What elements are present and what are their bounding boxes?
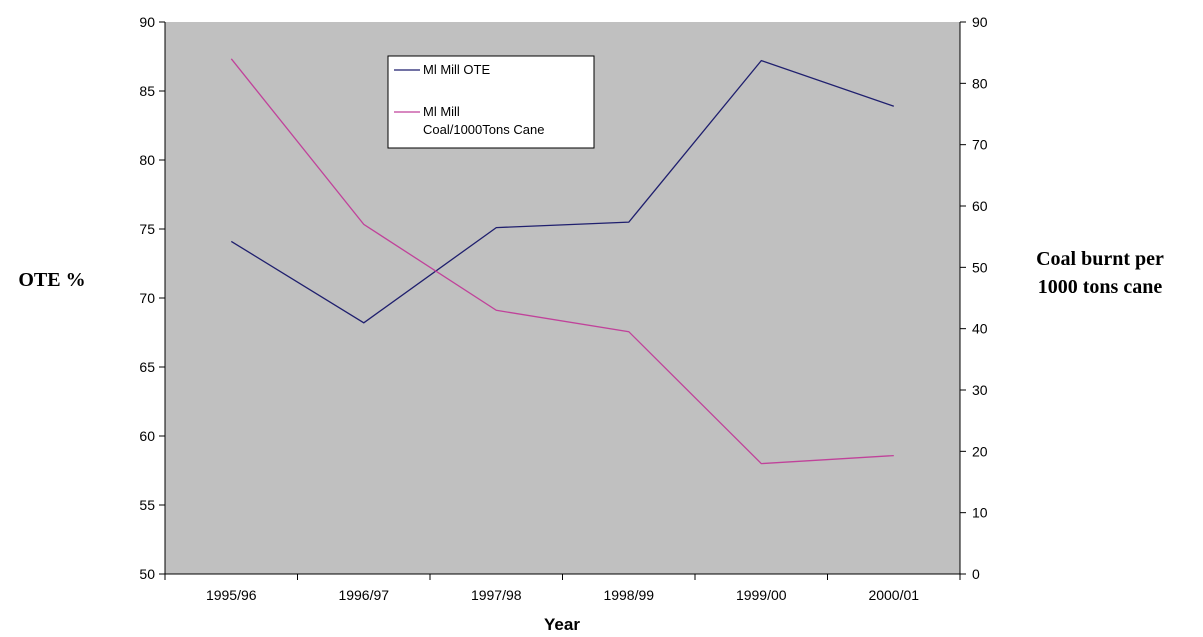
y-right-tick-label: 90 (972, 14, 988, 30)
y-left-tick-label: 50 (139, 566, 155, 582)
y-left-tick-label: 70 (139, 290, 155, 306)
y-right-tick-label: 10 (972, 505, 988, 521)
y-right-tick-label: 40 (972, 321, 988, 337)
legend-label-ote: Ml Mill OTE (423, 62, 490, 77)
x-axis-title: Year (544, 615, 580, 634)
y-left-tick-label: 85 (139, 83, 155, 99)
y-left-tick-label: 80 (139, 152, 155, 168)
y-left-tick-label: 75 (139, 221, 155, 237)
y-left-tick-label: 55 (139, 497, 155, 513)
x-tick-label: 1999/00 (736, 587, 787, 603)
series-line-coal (230, 58, 894, 465)
y-right-tick-label: 0 (972, 566, 980, 582)
y-right-tick-label: 30 (972, 382, 988, 398)
x-tick-label: 1998/99 (603, 587, 654, 603)
y-left-tick-label: 65 (139, 359, 155, 375)
y-left-tick-label: 90 (139, 14, 155, 30)
y-right-tick-label: 80 (972, 75, 988, 91)
legend-label-coal-line-1: Ml Mill (423, 104, 460, 119)
legend-box (387, 55, 595, 149)
y-right-tick-label: 70 (972, 137, 988, 153)
series-layer (230, 58, 895, 465)
series-line-ote (230, 59, 895, 324)
y-axis-left-title: OTE % (18, 269, 85, 291)
y-right-tick-label: 50 (972, 259, 988, 275)
x-tick-label: 1997/98 (471, 587, 522, 603)
y-axis-right-title-line-2: 1000 tons cane (1038, 276, 1163, 298)
x-tick-label: 1995/96 (206, 587, 257, 603)
x-tick-label: 2000/01 (868, 587, 919, 603)
y-right-tick-label: 20 (972, 443, 988, 459)
y-left-tick-label: 60 (139, 428, 155, 444)
legend: Ml Mill OTE Ml Mill Coal/1000Tons Cane (387, 55, 595, 149)
legend-label-coal-line-2: Coal/1000Tons Cane (423, 122, 544, 137)
x-tick-label: 1996/97 (338, 587, 389, 603)
axes-layer: 50 55 60 65 70 75 80 85 90 0 10 20 30 40 50 60 70 80 90 199… (139, 14, 987, 603)
y-axis-right-title-line-1: Coal burnt per (1036, 248, 1164, 270)
y-right-tick-label: 60 (972, 198, 988, 214)
